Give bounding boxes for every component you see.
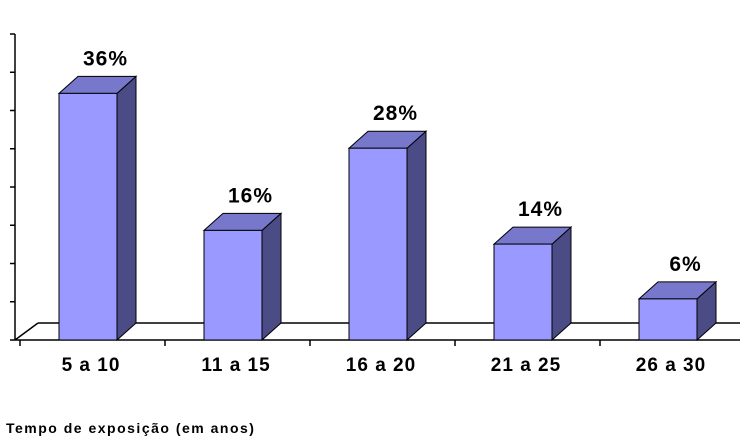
x-tick-label: 5 a 10 [62,355,121,376]
bar-front [348,147,408,341]
bar-16-a-20 [347,130,428,342]
data-label: 14% [518,198,563,221]
bar-26-a-30 [637,280,718,342]
bar-front [58,92,118,341]
data-label: 28% [373,102,418,125]
bar-side [406,130,427,342]
floor-edge [14,322,39,341]
labels-layer: 36% 5 a 10 16% 11 a 15 28% 16 a 20 14% 21 a 25 6… [62,47,706,376]
bar-11-a-15 [202,212,283,342]
bar-5-a-10 [57,75,138,342]
x-tick-label: 21 a 25 [491,355,561,376]
bar-front [493,243,553,341]
bar-front [638,298,698,341]
data-label: 16% [228,184,273,207]
bar-front [203,229,263,341]
bar-21-a-25 [492,225,573,342]
bar-side [116,75,137,342]
x-axis-title: Tempo de exposição (em anos) [6,420,256,436]
x-tick-label: 16 a 20 [346,355,416,376]
bars-layer [57,75,718,342]
x-tick-label: 11 a 15 [201,355,270,376]
bar-side [261,212,282,342]
x-tick-label: 26 a 30 [636,355,706,376]
data-label: 36% [83,47,128,70]
data-label: 6% [669,253,701,276]
bar-side [551,225,572,342]
